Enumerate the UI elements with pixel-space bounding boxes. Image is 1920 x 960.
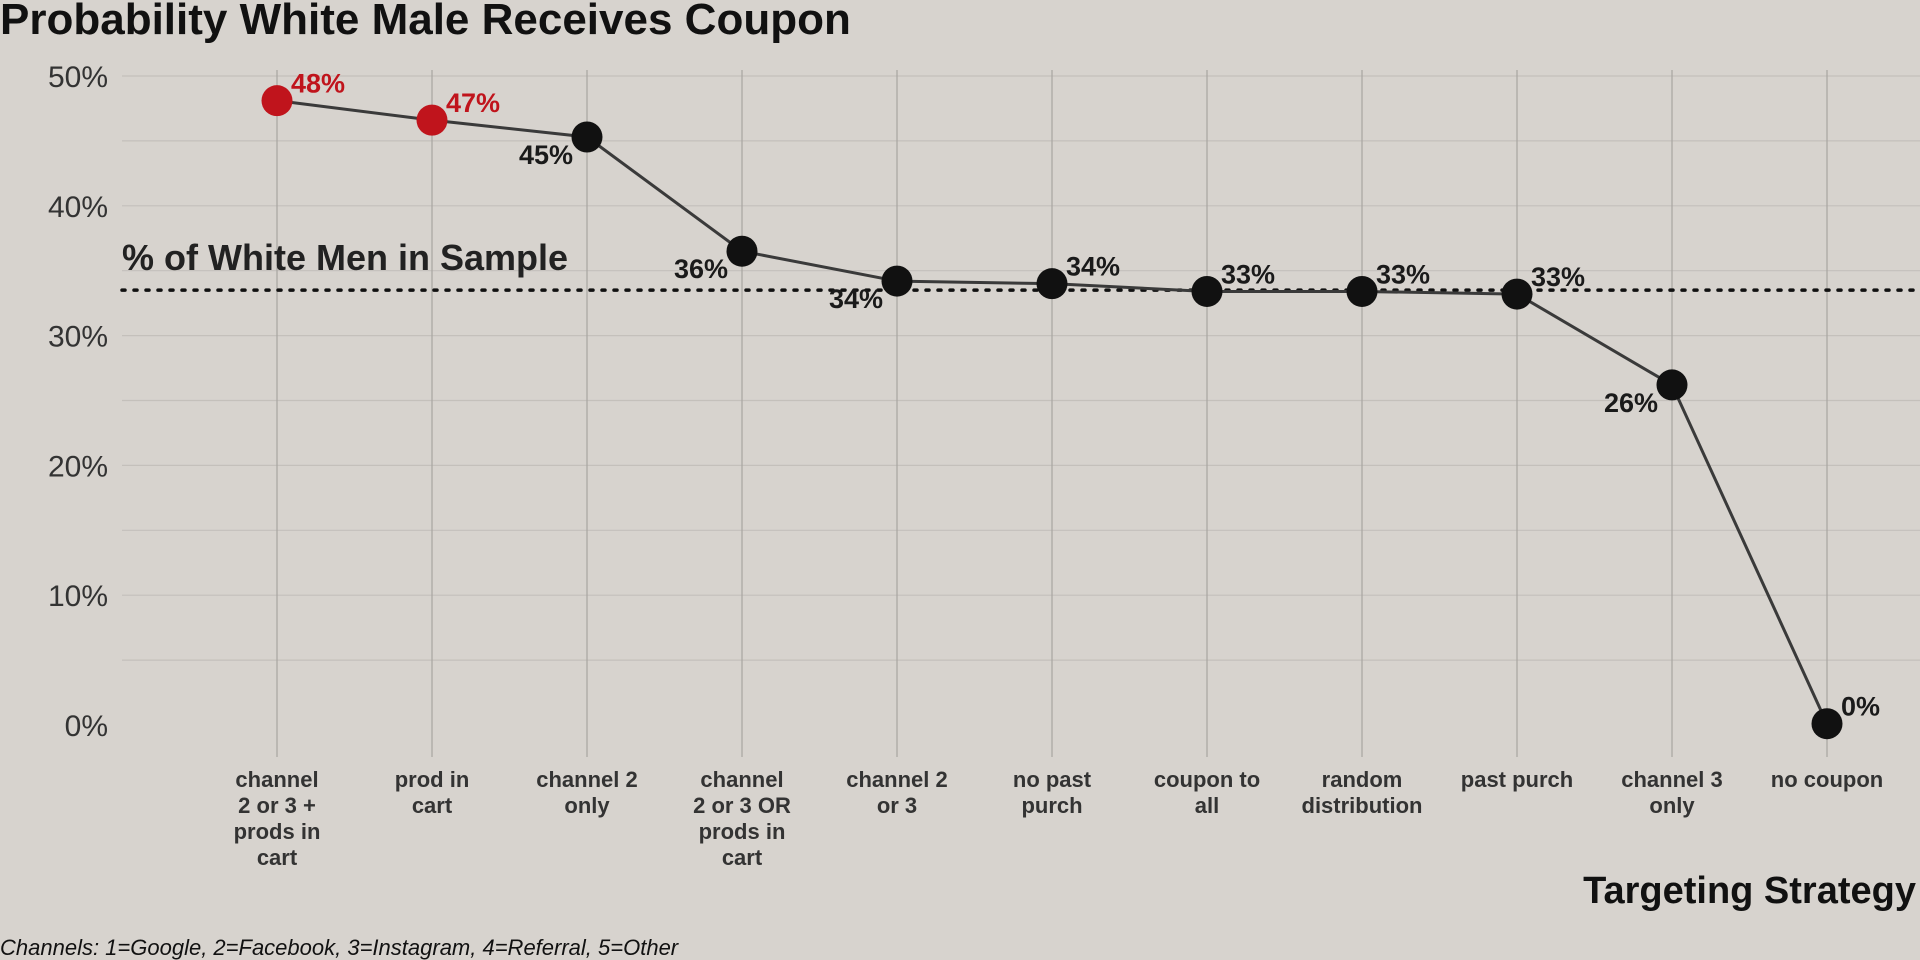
y-tick-label: 20%: [48, 450, 108, 483]
x-tick-label: prod in cart: [395, 767, 470, 818]
chart-caption: Channels: 1=Google, 2=Facebook, 3=Instag…: [0, 935, 680, 960]
data-point: [1036, 268, 1068, 300]
x-tick-label: channel 2 or 3 + prods in cart: [234, 767, 321, 870]
x-tick-label: channel 2 or 3 OR prods in cart: [693, 767, 791, 870]
x-tick-label: channel 2 only: [536, 767, 637, 818]
data-label: 33%: [1531, 262, 1585, 292]
data-label: 45%: [519, 140, 573, 170]
data-label: 36%: [674, 254, 728, 284]
data-label: 34%: [1066, 252, 1120, 282]
data-point: [1811, 708, 1843, 740]
x-tick-label: random distribution: [1302, 767, 1423, 818]
y-tick-label: 50%: [48, 61, 108, 94]
data-points: [261, 85, 1843, 740]
x-axis: channel 2 or 3 + prods in cart prod in cart ch…: [234, 70, 1883, 870]
x-tick-label: channel 3 only: [1621, 767, 1722, 818]
y-tick-label: 40%: [48, 191, 108, 224]
x-tick-label: past purch: [1461, 767, 1573, 792]
data-label: 26%: [1604, 388, 1658, 418]
data-label: 33%: [1376, 259, 1430, 289]
data-point: [1346, 275, 1378, 307]
data-point-highlight: [416, 104, 448, 136]
x-tick-label: channel 2 or 3: [846, 767, 947, 818]
x-tick-label: no past purch: [1013, 767, 1092, 818]
gridlines: [122, 75, 1920, 661]
x-tick-label: coupon to all: [1154, 767, 1260, 818]
data-label: 33%: [1221, 259, 1275, 289]
reference-line-group: % of White Men in Sample: [120, 237, 1920, 292]
data-point: [726, 235, 758, 267]
y-tick-label: 10%: [48, 580, 108, 613]
data-point-highlight: [261, 85, 293, 117]
data-label: 47%: [446, 88, 500, 118]
x-axis-label: Targeting Strategy: [1583, 870, 1916, 912]
reference-line-label: % of White Men in Sample: [122, 237, 568, 278]
y-axis: 0% 10% 20% 30% 40% 50%: [48, 61, 108, 743]
data-label: 48%: [291, 69, 345, 99]
data-point: [881, 265, 913, 297]
x-tick-label: no coupon: [1771, 767, 1883, 792]
data-labels: 48% 47% 45% 36% 34% 34% 33% 33% 33% 26% 0%: [291, 69, 1880, 722]
y-tick-label: 30%: [48, 321, 108, 354]
y-tick-label: 0%: [65, 710, 108, 743]
data-point: [1501, 278, 1533, 310]
data-point: [1191, 275, 1223, 307]
data-point: [1656, 369, 1688, 401]
data-point: [571, 121, 603, 153]
data-label: 0%: [1841, 692, 1880, 722]
data-label: 34%: [829, 284, 883, 314]
chart-title: Probability White Male Receives Coupon: [0, 0, 851, 44]
